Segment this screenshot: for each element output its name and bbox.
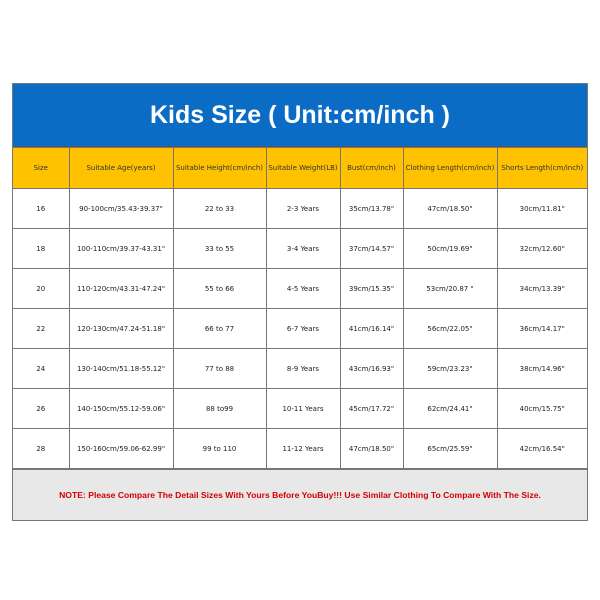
column-header-weight: Suitable Weight(LB) [265, 147, 341, 189]
cell-weight: 6-7 Years [265, 308, 341, 349]
cell-clothing-length: 59cm/23.23" [402, 348, 498, 389]
cell-weight: 10-11 Years [265, 388, 341, 429]
cell-clothing-length: 62cm/24.41" [402, 388, 498, 429]
cell-size: 28 [13, 428, 70, 469]
column-header-clothing-length: Clothing Length(cm/inch) [402, 147, 498, 189]
cell-bust: 39cm/15.35" [339, 268, 404, 309]
cell-weight: 4-5 Years [265, 268, 341, 309]
cell-age: 90-100cm/35.43-39.37" [68, 188, 174, 229]
cell-height: 77 to 88 [172, 348, 267, 389]
cell-bust: 41cm/16.14" [339, 308, 404, 349]
table-row: 20 110-120cm/43.31-47.24" 55 to 66 4-5 Year… [13, 268, 587, 309]
cell-weight: 2-3 Years [265, 188, 341, 229]
cell-age: 130-140cm/51.18-55.12" [68, 348, 174, 389]
cell-clothing-length: 65cm/25.59" [402, 428, 498, 469]
size-note: NOTE: Please Compare The Detail Sizes Wi… [13, 469, 587, 520]
cell-clothing-length: 47cm/18.50" [402, 188, 498, 229]
column-header-height: Suitable Height(cm/inch) [172, 147, 267, 189]
column-header-size: Size [13, 147, 70, 189]
table-row: 28 150-160cm/59.06-62.99" 99 to 110 11-12 Y… [13, 428, 587, 469]
cell-shorts-length: 36cm/14.17" [496, 308, 587, 349]
table-row: 16 90-100cm/35.43-39.37" 22 to 33 2-3 Years… [13, 188, 587, 229]
table-row: 22 120-130cm/47.24-51.18" 66 to 77 6-7 Year… [13, 308, 587, 349]
cell-height: 99 to 110 [172, 428, 267, 469]
cell-age: 100-110cm/39.37-43.31" [68, 228, 174, 269]
cell-age: 110-120cm/43.31-47.24" [68, 268, 174, 309]
cell-shorts-length: 32cm/12.60" [496, 228, 587, 269]
table-row: 26 140-150cm/55.12-59.06" 88 to99 10-11 Yea… [13, 388, 587, 429]
cell-size: 22 [13, 308, 70, 349]
cell-bust: 37cm/14.57" [339, 228, 404, 269]
cell-size: 16 [13, 188, 70, 229]
cell-bust: 43cm/16.93" [339, 348, 404, 389]
cell-weight: 3-4 Years [265, 228, 341, 269]
cell-height: 55 to 66 [172, 268, 267, 309]
cell-size: 24 [13, 348, 70, 389]
size-table: Size Suitable Age(years) Suitable Height(c… [13, 147, 587, 469]
cell-shorts-length: 30cm/11.81" [496, 188, 587, 229]
cell-weight: 8-9 Years [265, 348, 341, 389]
header-row: Size Suitable Age(years) Suitable Height(c… [13, 147, 587, 189]
cell-clothing-length: 56cm/22.05" [402, 308, 498, 349]
cell-age: 150-160cm/59.06-62.99" [68, 428, 174, 469]
cell-height: 66 to 77 [172, 308, 267, 349]
cell-height: 33 to 55 [172, 228, 267, 269]
cell-size: 26 [13, 388, 70, 429]
cell-shorts-length: 34cm/13.39" [496, 268, 587, 309]
cell-age: 120-130cm/47.24-51.18" [68, 308, 174, 349]
column-header-shorts-length: Shorts Length(cm/inch) [496, 147, 587, 189]
cell-age: 140-150cm/55.12-59.06" [68, 388, 174, 429]
cell-shorts-length: 40cm/15.75" [496, 388, 587, 429]
cell-size: 18 [13, 228, 70, 269]
column-header-age: Suitable Age(years) [68, 147, 174, 189]
cell-bust: 45cm/17.72" [339, 388, 404, 429]
cell-height: 88 to99 [172, 388, 267, 429]
chart-title: Kids Size ( Unit:cm/inch ) [13, 84, 587, 147]
cell-bust: 35cm/13.78" [339, 188, 404, 229]
column-header-bust: Bust(cm/inch) [339, 147, 404, 189]
cell-shorts-length: 42cm/16.54" [496, 428, 587, 469]
cell-size: 20 [13, 268, 70, 309]
cell-clothing-length: 53cm/20.87 " [402, 268, 498, 309]
size-chart: Kids Size ( Unit:cm/inch ) Size Suitable … [12, 83, 588, 521]
cell-bust: 47cm/18.50" [339, 428, 404, 469]
cell-height: 22 to 33 [172, 188, 267, 229]
table-row: 24 130-140cm/51.18-55.12" 77 to 88 8-9 Year… [13, 348, 587, 389]
cell-weight: 11-12 Years [265, 428, 341, 469]
cell-shorts-length: 38cm/14.96" [496, 348, 587, 389]
cell-clothing-length: 50cm/19.69" [402, 228, 498, 269]
table-row: 18 100-110cm/39.37-43.31" 33 to 55 3-4 Year… [13, 228, 587, 269]
